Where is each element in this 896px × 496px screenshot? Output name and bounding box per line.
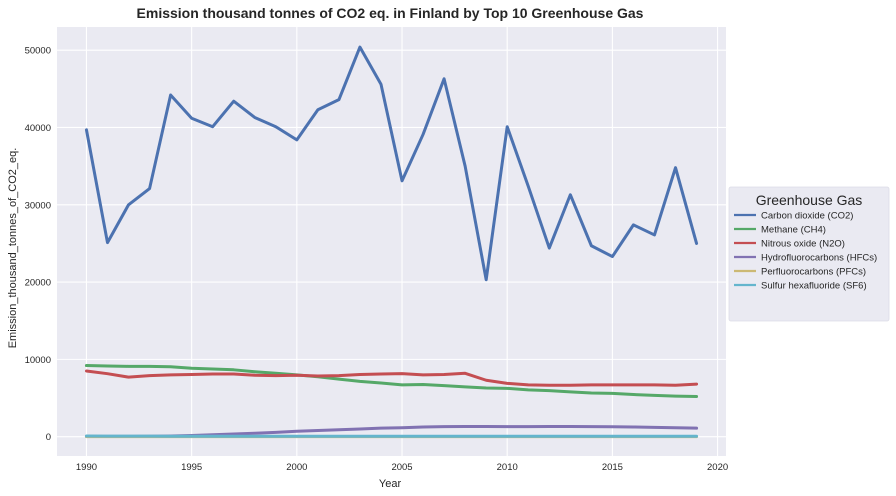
x-axis-label: Year [379,478,402,490]
x-tick-label: 1995 [181,462,202,473]
y-tick-label: 0 [46,432,51,443]
plot-area [57,27,726,456]
series-line-2 [84,369,699,387]
series-line-1 [84,364,699,398]
x-tick-label: 2010 [497,462,518,473]
legend-label-4: Perfluorocarbons (PFCs) [761,267,866,278]
legend-title: Greenhouse Gas [756,192,863,208]
legend-label-2: Nitrous oxide (N2O) [761,239,845,250]
grid [57,27,726,456]
y-axis-label: Emission_thousand_tonnes_of_CO2_eq. [7,148,19,349]
legend-label-3: Hydrofluorocarbons (HFCs) [761,253,877,264]
legend-label-0: Carbon dioxide (CO2) [761,211,853,222]
legend: Greenhouse Gas Carbon dioxide (CO2) Metha… [728,186,890,322]
y-tick-label: 30000 [25,200,51,211]
x-tick-label: 2005 [391,462,412,473]
chart-title: Emission thousand tonnes of CO2 eq. in F… [137,5,644,21]
y-tick-label: 20000 [25,278,51,289]
legend-items: Carbon dioxide (CO2) Methane (CH4) Nitrous… [734,211,877,292]
legend-label-1: Methane (CH4) [761,225,826,236]
y-tick-label: 10000 [25,355,51,366]
x-tick-label: 2015 [602,462,623,473]
x-tick-label: 2000 [286,462,307,473]
series-lines [84,45,699,439]
y-axis: 0 10000 20000 30000 40000 50000 [25,46,51,443]
x-axis: 1990 1995 2000 2005 2010 2015 2020 [76,462,728,473]
y-tick-label: 40000 [25,123,51,134]
y-tick-label: 50000 [25,46,51,57]
legend-box [728,186,890,322]
x-tick-label: 1990 [76,462,97,473]
x-tick-label: 2020 [707,462,728,473]
legend-label-5: Sulfur hexafluoride (SF6) [761,281,867,292]
series-line-0 [84,45,699,282]
